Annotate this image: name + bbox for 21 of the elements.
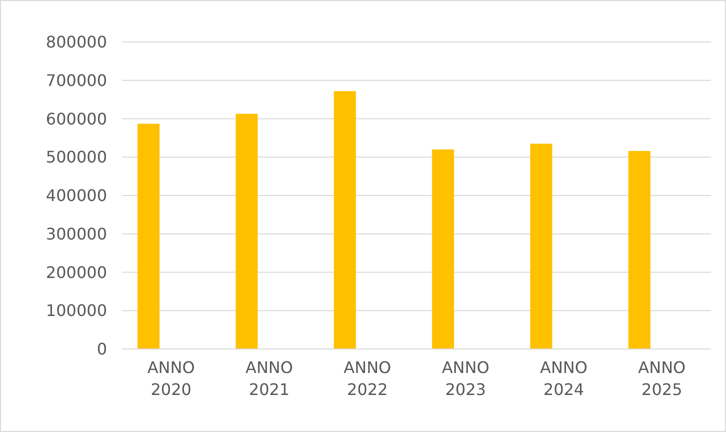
x-tick-label: ANNO 2024: [540, 358, 588, 399]
y-tick-label: 100000: [46, 301, 107, 320]
x-tick-label: ANNO 2025: [638, 358, 686, 399]
bar: [628, 150, 650, 349]
x-tick-label: ANNO 2020: [147, 358, 195, 399]
bar: [530, 144, 552, 349]
bar: [236, 114, 258, 349]
y-tick-label: 800000: [46, 32, 107, 52]
bar: [432, 149, 454, 349]
y-tick-label: 600000: [46, 109, 107, 128]
x-tick-label: ANNO 2022: [344, 358, 392, 399]
x-tick-label: ANNO 2021: [246, 358, 293, 399]
y-tick-label: 300000: [46, 224, 107, 244]
y-tick-label: 500000: [46, 148, 107, 167]
bar: [334, 91, 356, 349]
x-tick-label: ANNO 2023: [442, 358, 490, 399]
bar: [138, 124, 160, 349]
y-tick-label: 0: [96, 340, 107, 359]
y-tick-label: 200000: [46, 262, 107, 282]
y-tick-label: 400000: [46, 186, 107, 206]
y-tick-label: 700000: [46, 70, 107, 90]
